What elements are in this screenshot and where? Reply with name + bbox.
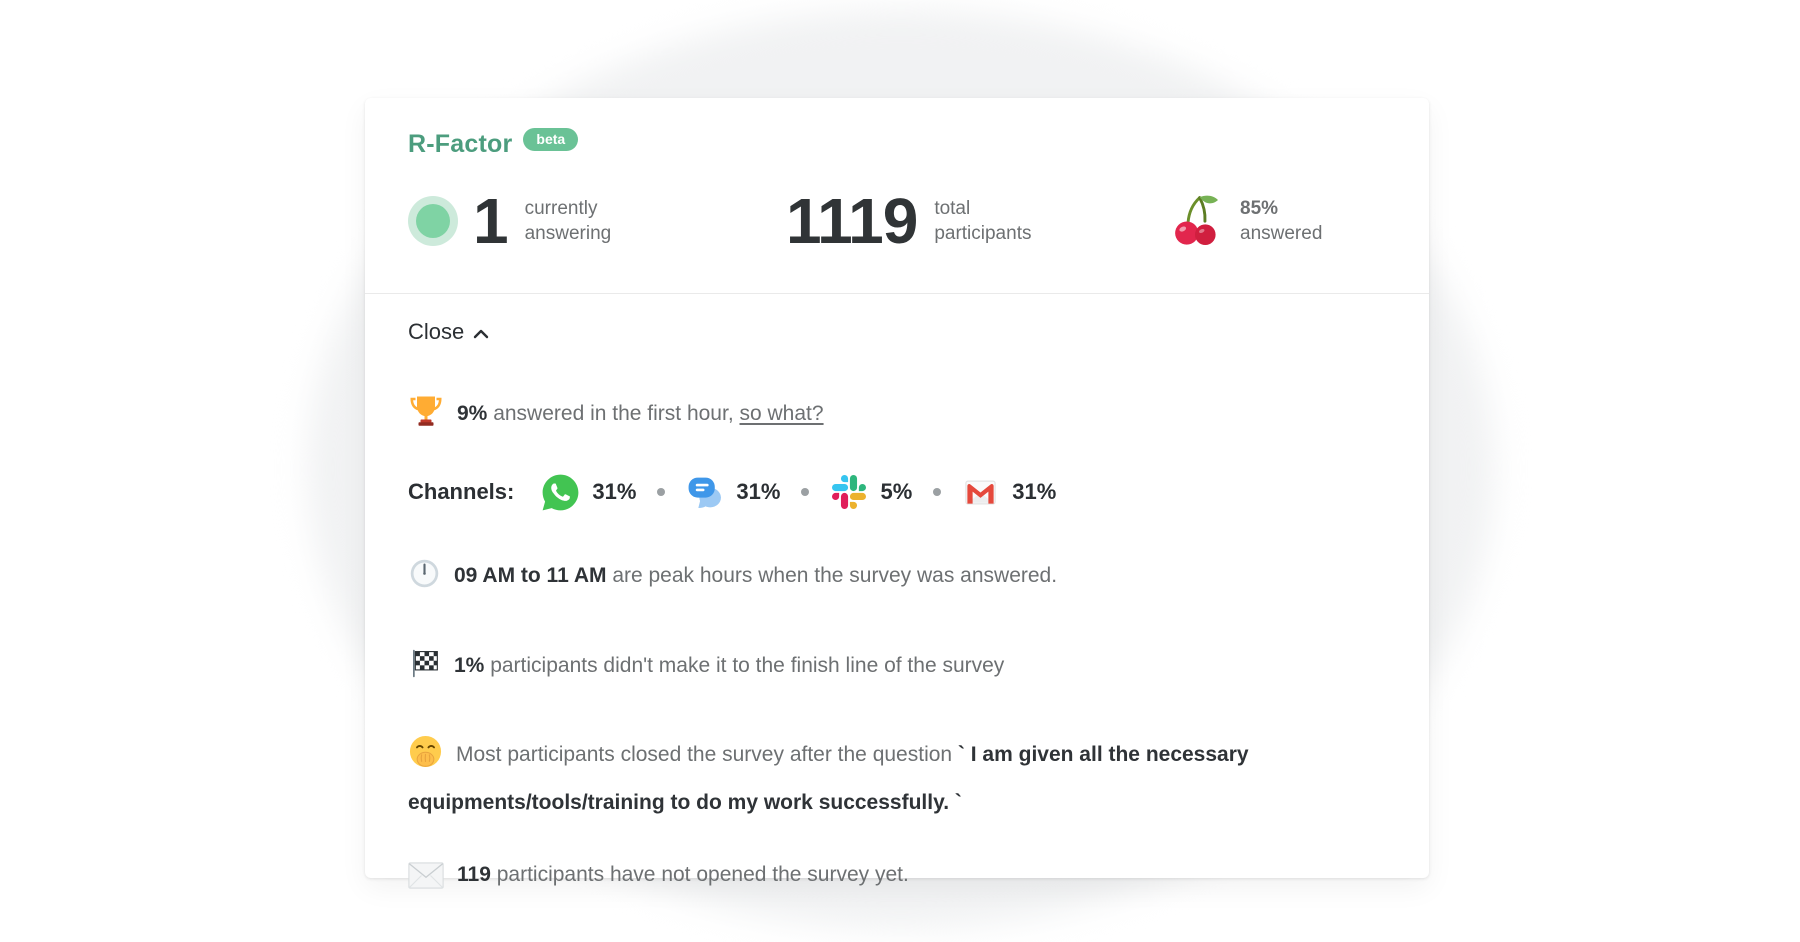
card-header: R-Factor beta 1 currently answering 1119 …	[365, 98, 1429, 294]
first-hour-text: answered in the first hour,	[487, 402, 740, 425]
clock-icon	[408, 557, 441, 604]
currently-answering-value: 1	[473, 185, 509, 257]
dot-separator-icon	[933, 488, 942, 496]
insight-first-hour: 9% answered in the first hour, so what?	[408, 392, 1389, 442]
insight-finish-line: 1% participants didn't make it to the fi…	[408, 646, 1389, 694]
insight-peak-hours: 09 AM to 11 AM are peak hours when the s…	[408, 556, 1389, 604]
answered-label: 85% answered	[1240, 197, 1323, 244]
total-participants-value: 1119	[786, 185, 918, 257]
channels-label: Channels:	[408, 479, 515, 504]
peak-hours-text: are peak hours when the survey was answe…	[606, 564, 1058, 587]
insight-channels: Channels: 31%	[408, 472, 1389, 512]
not-opened-text: participants have not opened the survey …	[490, 863, 909, 886]
stat-currently-answering: 1 currently answering	[408, 182, 611, 260]
live-indicator-icon	[408, 196, 458, 246]
collapse-toggle[interactable]: Close	[408, 318, 489, 346]
cherries-icon	[1165, 192, 1223, 250]
dot-separator-icon	[801, 488, 810, 496]
stat-answered: 85% answered	[1165, 182, 1322, 260]
beta-badge: beta	[523, 128, 579, 151]
trophy-icon	[408, 392, 444, 442]
channel-gmail: 31%	[962, 474, 1056, 511]
gmail-value: 31%	[1012, 479, 1057, 504]
so-what-link[interactable]: so what?	[739, 402, 824, 425]
whatsapp-icon	[542, 474, 579, 511]
r-factor-card: R-Factor beta 1 currently answering 1119 …	[365, 98, 1429, 889]
currently-answering-label: currently answering	[524, 197, 612, 244]
channel-slack: 5%	[830, 474, 912, 511]
finish-line-text: participants didn't make it to the finis…	[484, 654, 1005, 677]
total-participants-label: total participants	[934, 197, 1032, 244]
yawning-face-icon	[408, 734, 443, 783]
first-hour-value: 9%	[457, 402, 488, 425]
collapse-label: Close	[408, 319, 465, 344]
channel-sms-chat: 31%	[686, 474, 780, 511]
title-row: R-Factor beta	[408, 128, 1389, 159]
peak-hours-value: 09 AM to 11 AM	[454, 564, 607, 587]
sms-chat-icon	[686, 474, 723, 511]
channel-whatsapp: 31%	[542, 474, 636, 511]
slack-icon	[830, 474, 867, 511]
sms-chat-value: 31%	[736, 479, 781, 504]
stat-total-participants: 1119 total participants	[786, 182, 1031, 260]
insight-drop-question: Most participants closed the survey afte…	[408, 734, 1389, 823]
drop-question-quote: ` I am given all the necessary equipment…	[408, 743, 1249, 814]
card-body: Close 9% answered in the first h	[365, 294, 1429, 903]
not-opened-value: 119	[457, 863, 491, 886]
gmail-icon	[962, 474, 999, 511]
slack-value: 5%	[880, 479, 913, 504]
envelope-icon	[408, 862, 444, 903]
card-title: R-Factor	[408, 130, 513, 158]
whatsapp-value: 31%	[592, 479, 637, 504]
chevron-up-icon	[474, 329, 489, 338]
stats-row: 1 currently answering 1119 total participa…	[408, 182, 1389, 260]
checkered-flag-icon	[408, 647, 441, 694]
drop-question-text: Most participants closed the survey afte…	[456, 743, 958, 766]
finish-line-value: 1%	[454, 654, 485, 677]
dot-separator-icon	[657, 488, 666, 496]
insight-not-opened: 119 participants have not opened the sur…	[408, 855, 1389, 903]
